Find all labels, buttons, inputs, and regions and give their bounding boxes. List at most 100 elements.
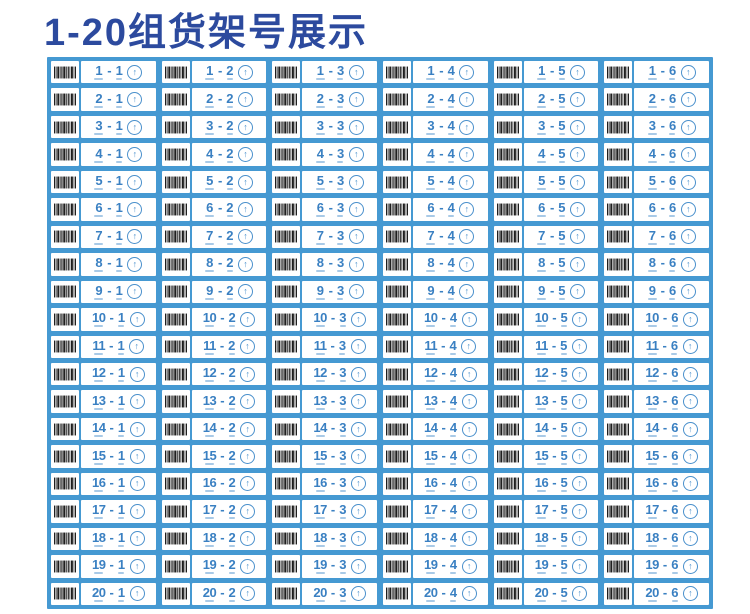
column-number: 4 — [449, 337, 457, 353]
sub-text-mark — [339, 435, 346, 438]
sub-text-mark — [226, 105, 233, 108]
column-number-group: 6 — [671, 311, 678, 328]
row-number-group: 17 — [313, 503, 327, 520]
shelf-label: 10 - 3 ↑ — [272, 308, 377, 331]
shelf-number-plate: 2 - 3 ↑ — [302, 88, 377, 111]
row-number-group: 18 — [535, 531, 549, 547]
barcode-icon — [272, 143, 301, 166]
row-number: 19 — [92, 557, 106, 573]
column-number-group: 6 — [671, 503, 678, 520]
barcode-icon — [604, 582, 633, 605]
separator-dash: - — [441, 502, 446, 518]
separator-dash: - — [441, 474, 446, 490]
column-number-group: 6 — [669, 147, 676, 163]
shelf-label: 3 - 1 ↑ — [51, 115, 156, 139]
column-number-group: 4 — [448, 284, 455, 300]
barcode-icon — [161, 417, 190, 441]
sub-text-mark — [94, 380, 104, 383]
up-arrow-icon: ↑ — [350, 421, 366, 437]
column-number: 5 — [560, 337, 567, 353]
row-number-group: 19 — [313, 558, 327, 575]
shelf-number-plate: 15 - 4 ↑ — [412, 445, 488, 468]
column-number-group: 2 — [226, 256, 234, 273]
column-number: 6 — [671, 447, 678, 463]
separator-dash: - — [549, 200, 555, 216]
barcode-icon — [604, 445, 633, 468]
column-number: 3 — [339, 557, 346, 573]
shelf-label: 19 - 2 ↑ — [161, 555, 267, 578]
shelf-label: 15 - 5 ↑ — [493, 445, 599, 468]
barcode-icon — [604, 500, 633, 523]
sub-text-mark — [671, 489, 678, 492]
up-arrow-icon: ↑ — [680, 174, 696, 190]
sub-text-mark — [647, 105, 657, 108]
shelf-number-plate: 18 - 2 ↑ — [191, 527, 267, 551]
column-number: 2 — [226, 173, 234, 189]
separator-dash: - — [441, 584, 446, 600]
shelf-number-plate: 4 - 1 ↑ — [81, 143, 156, 166]
up-arrow-icon: ↑ — [240, 449, 256, 465]
sub-text-mark — [536, 325, 546, 328]
row-number-group: 13 — [313, 394, 327, 410]
shelf-label: 9 - 1 ↑ — [51, 280, 156, 304]
column-number: 3 — [336, 118, 344, 134]
sub-text-mark — [450, 435, 457, 438]
up-arrow-icon: ↑ — [240, 421, 256, 437]
up-arrow-icon: ↑ — [350, 311, 366, 327]
separator-dash: - — [107, 255, 112, 271]
shelf-number-plate: 4 - 6 ↑ — [634, 143, 709, 166]
separator-dash: - — [328, 227, 333, 243]
separator-dash: - — [660, 200, 665, 216]
column-number: 5 — [560, 420, 568, 436]
column-number-group: 6 — [671, 366, 678, 383]
separator-dash: - — [328, 118, 333, 134]
up-arrow-icon: ↑ — [461, 339, 477, 355]
shelf-number-plate: 20 - 6 ↑ — [634, 582, 709, 605]
column-number-group: 1 — [116, 147, 123, 163]
up-arrow-icon: ↑ — [127, 119, 143, 135]
barcode-icon — [272, 362, 301, 386]
row-number-group: 2 — [204, 92, 214, 108]
column-number-group: 5 — [561, 531, 568, 547]
sub-text-mark — [669, 78, 676, 81]
column-number: 3 — [336, 173, 344, 189]
sub-text-mark — [536, 188, 546, 191]
row-number: 10 — [645, 310, 659, 326]
row-number: 17 — [92, 502, 106, 518]
sub-text-mark — [339, 325, 346, 328]
column-number: 6 — [671, 529, 678, 545]
shelf-number-plate: 7 - 1 ↑ — [81, 225, 156, 249]
separator-dash: - — [552, 502, 557, 518]
sub-text-mark — [115, 215, 122, 218]
sub-text-mark — [558, 215, 565, 218]
row-number: 5 — [206, 173, 213, 189]
shelf-label: 8 - 4 ↑ — [382, 253, 488, 276]
column-number: 4 — [447, 63, 455, 79]
barcode-icon — [272, 170, 301, 194]
shelf-number-plate: 10 - 2 ↑ — [191, 308, 267, 331]
column-number: 1 — [117, 529, 125, 545]
column-number-group: 3 — [337, 92, 344, 108]
sub-text-mark — [228, 352, 235, 355]
barcode-icon — [493, 417, 522, 441]
sub-text-mark — [560, 462, 567, 465]
sub-text-mark — [671, 599, 678, 602]
separator-dash: - — [552, 365, 557, 381]
separator-dash: - — [109, 337, 114, 353]
separator-dash: - — [439, 173, 444, 189]
shelf-number-plate: 19 - 5 ↑ — [523, 555, 599, 578]
barcode-icon — [161, 198, 190, 221]
row-number-group: 6 — [647, 201, 657, 218]
column-number: 1 — [115, 200, 123, 216]
row-number-group: 3 — [536, 119, 546, 136]
row-number-group: 4 — [204, 147, 214, 163]
shelf-label: 17 - 4 ↑ — [382, 500, 488, 523]
column-number: 1 — [117, 365, 125, 381]
row-number-group: 4 — [647, 147, 657, 163]
barcode-icon — [382, 362, 411, 386]
sub-text-mark — [226, 160, 233, 163]
sub-text-mark — [118, 435, 125, 438]
separator-dash: - — [549, 118, 555, 134]
barcode-icon — [51, 115, 79, 139]
row-number-group: 5 — [204, 173, 214, 191]
